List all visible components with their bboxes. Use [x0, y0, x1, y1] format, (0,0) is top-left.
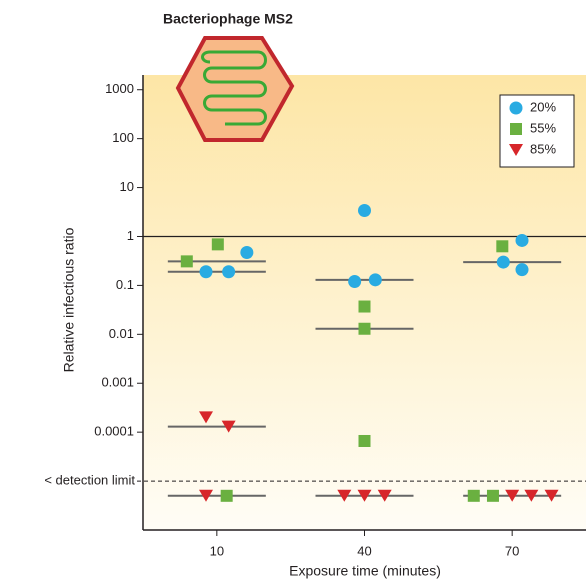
point [359, 323, 371, 335]
point [200, 265, 213, 278]
y-tick-label: 1 [127, 228, 134, 243]
chart-title: Bacteriophage MS2 [163, 11, 293, 27]
y-axis-label: Relative infectious ratio [61, 227, 77, 372]
y-tick-label: 1000 [105, 81, 134, 96]
point [240, 246, 253, 259]
point [221, 490, 233, 502]
point [222, 265, 235, 278]
y-tick-label: 0.01 [109, 326, 134, 341]
y-tick-label: 0.1 [116, 277, 134, 292]
x-axis-label: Exposure time (minutes) [289, 563, 441, 579]
point [359, 435, 371, 447]
legend-marker [510, 102, 523, 115]
point [516, 263, 529, 276]
point [468, 490, 480, 502]
point [358, 204, 371, 217]
y-tick-label: 100 [112, 130, 134, 145]
legend-label: 20% [530, 99, 556, 114]
point [359, 301, 371, 313]
point [487, 490, 499, 502]
chart: Bacteriophage MS2 Relative infectious ra… [0, 0, 586, 582]
legend-marker [510, 123, 522, 135]
point [496, 240, 508, 252]
y-tick-label: 0.001 [101, 375, 134, 390]
x-tick-label: 10 [210, 543, 224, 558]
legend-label: 55% [530, 120, 556, 135]
point [348, 275, 361, 288]
point [181, 255, 193, 267]
legend-label: 85% [530, 141, 556, 156]
point [212, 238, 224, 250]
point [516, 234, 529, 247]
x-tick-label: 70 [505, 543, 519, 558]
point [497, 256, 510, 269]
y-tick-label: 10 [120, 179, 134, 194]
y-tick-label: < detection limit [44, 473, 135, 488]
y-tick-label: 0.0001 [94, 424, 134, 439]
point [369, 273, 382, 286]
x-tick-label: 40 [357, 543, 371, 558]
